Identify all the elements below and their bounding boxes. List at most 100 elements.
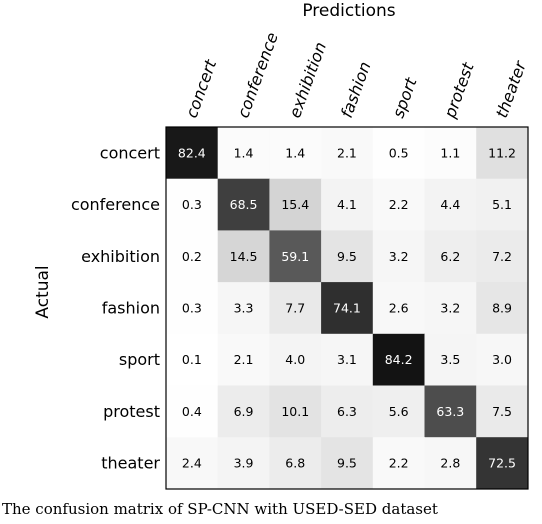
confusion-matrix-chart: Predictions Actual concert conference exhi…	[33, 1, 531, 490]
cell-value-label: 2.2	[389, 197, 409, 212]
heatmap-cell	[424, 333, 477, 386]
cell-value-label: 68.5	[230, 197, 258, 212]
heatmap-cell	[217, 127, 270, 180]
heatmap-cell	[424, 385, 477, 438]
heatmap-cell	[424, 230, 477, 283]
x-axis-title: Predictions	[302, 1, 395, 21]
heatmap-cell	[217, 178, 270, 231]
heatmap-cell	[372, 333, 425, 386]
heatmap-cell	[321, 178, 374, 231]
cell-value-label: 0.3	[182, 197, 202, 212]
heatmap-cell	[269, 282, 322, 335]
cell-value-label: 5.1	[492, 197, 512, 212]
heatmap-cell	[372, 230, 425, 283]
cell-value-label: 5.6	[389, 404, 409, 419]
heatmap-cell	[166, 230, 219, 283]
y-tick-label: exhibition	[81, 247, 160, 266]
heatmap-cell	[372, 127, 425, 180]
heatmap-cell	[321, 385, 374, 438]
x-tick-label: sport	[389, 75, 421, 121]
cell-value-label: 6.2	[440, 249, 460, 264]
cell-value-label: 2.8	[440, 456, 460, 471]
y-tick-labels: concert conference exhibition fashion sport p…	[71, 143, 160, 472]
heatmap-cell	[372, 437, 425, 490]
heatmap-cell	[424, 282, 477, 335]
heatmap-cell	[269, 437, 322, 490]
x-tick-labels: concert conference exhibition fashion sport p…	[182, 30, 531, 122]
cell-value-label: 14.5	[230, 249, 258, 264]
y-tick-label: fashion	[102, 298, 160, 317]
cell-value-label: 3.1	[337, 352, 357, 367]
cell-value-label: 63.3	[436, 404, 464, 419]
cell-value-label: 0.5	[389, 145, 409, 160]
heatmap-cell	[217, 437, 270, 490]
heatmap-cell	[424, 127, 477, 180]
cell-value-label: 11.2	[488, 145, 516, 160]
cell-value-label: 0.1	[182, 352, 202, 367]
cell-value-label: 3.3	[234, 300, 254, 315]
cell-value-label: 2.6	[389, 300, 409, 315]
heatmap-cell	[321, 127, 374, 180]
heatmap-cell	[269, 385, 322, 438]
heatmap-cell	[321, 230, 374, 283]
cell-value-label: 4.4	[440, 197, 460, 212]
cell-value-label: 7.2	[492, 249, 512, 264]
heatmap-cell	[269, 230, 322, 283]
cell-value-label: 6.3	[337, 404, 357, 419]
cell-value-label: 3.5	[440, 352, 460, 367]
cell-value-label: 6.8	[285, 456, 305, 471]
cell-value-label: 4.0	[285, 352, 305, 367]
y-tick-label: theater	[101, 454, 160, 473]
cell-value-label: 1.4	[285, 145, 305, 160]
cell-value-label: 59.1	[281, 249, 309, 264]
heatmap-cell	[476, 437, 529, 490]
heatmap-cell	[217, 333, 270, 386]
heatmap-cell	[372, 385, 425, 438]
cell-value-label: 84.2	[385, 352, 413, 367]
cell-value-label: 7.7	[285, 300, 305, 315]
heatmap-cell	[372, 282, 425, 335]
cell-value-label: 3.9	[234, 456, 254, 471]
heatmap-cell	[166, 385, 219, 438]
heatmap-cell	[166, 127, 219, 180]
cell-value-label: 72.5	[488, 456, 516, 471]
cell-value-label: 4.1	[337, 197, 357, 212]
cell-value-label: 9.5	[337, 249, 357, 264]
cell-value-label: 74.1	[333, 300, 361, 315]
heatmap-cells: 82.4 1.4 1.4 2.1 0.5 1.1 11.2 0.3 68.5 15.4 4.1 2.2…	[166, 127, 529, 490]
heatmap-cell	[476, 178, 529, 231]
heatmap-cell	[217, 230, 270, 283]
cell-value-label: 1.4	[234, 145, 254, 160]
x-tick-label: concert	[182, 57, 221, 121]
heatmap-cell	[476, 333, 529, 386]
heatmap-cell	[476, 127, 529, 180]
heatmap-cell	[476, 385, 529, 438]
x-tick-label: fashion	[337, 59, 375, 120]
x-tick-label: conference	[233, 30, 281, 121]
heatmap-cell	[372, 178, 425, 231]
cell-value-label: 2.2	[389, 456, 409, 471]
cell-value-label: 3.2	[389, 249, 409, 264]
heatmap-cell	[166, 437, 219, 490]
cell-value-label: 6.9	[234, 404, 254, 419]
heatmap-cell	[476, 282, 529, 335]
x-tick-label: theater	[492, 57, 530, 120]
heatmap-cell	[166, 282, 219, 335]
heatmap-cell	[217, 385, 270, 438]
heatmap-cell	[321, 282, 374, 335]
cell-value-label: 2.1	[337, 145, 357, 160]
y-tick-label: protest	[103, 402, 160, 421]
heatmap-cell	[269, 178, 322, 231]
y-tick-label: concert	[100, 143, 160, 162]
heatmap-cell	[321, 437, 374, 490]
y-tick-label: conference	[71, 195, 160, 214]
cell-value-label: 7.5	[492, 404, 512, 419]
cell-value-label: 3.0	[492, 352, 512, 367]
cell-value-label: 2.4	[182, 456, 202, 471]
y-tick-label: sport	[119, 350, 160, 369]
cell-value-label: 82.4	[178, 145, 206, 160]
heatmap-cell	[476, 230, 529, 283]
heatmap-cell	[269, 333, 322, 386]
plot-frame	[165, 126, 529, 490]
y-axis-title: Actual	[33, 265, 53, 318]
